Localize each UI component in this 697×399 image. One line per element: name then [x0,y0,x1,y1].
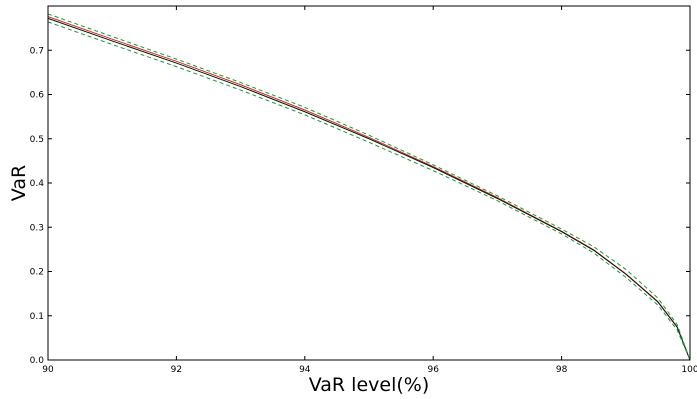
tick-layer: 90 92 94 96 98 100 0.0 0.1 0.2 0.3 0.4 0.5 0.6 0.7 [30,6,697,375]
y-tick-label: 0.1 [30,312,44,322]
x-tick-label: 98 [556,365,568,375]
series-line-1 [47,16,691,361]
x-tick-label: 92 [171,365,182,375]
y-tick-label: 0.2 [30,268,44,278]
series-line-3 [47,13,691,361]
x-tick-label: 90 [42,365,54,375]
y-tick-label: 0.6 [30,91,45,101]
series-line-4 [47,21,691,361]
y-tick-label: 0.3 [30,223,44,233]
series-line-2 [47,17,691,361]
plot-frame [47,5,691,361]
x-tick-label: 96 [427,365,439,375]
y-tick-label: 0.7 [30,46,44,56]
y-tick-label: 0.5 [30,135,44,145]
y-tick-label: 0.0 [30,356,45,366]
series-layer [47,13,691,361]
y-tick-label: 0.4 [30,179,45,189]
y-axis-title: VaR [8,165,30,201]
x-tick-label: 94 [299,365,311,375]
x-tick-label: 100 [681,365,697,375]
x-axis-title: VaR level(%) [309,374,429,396]
